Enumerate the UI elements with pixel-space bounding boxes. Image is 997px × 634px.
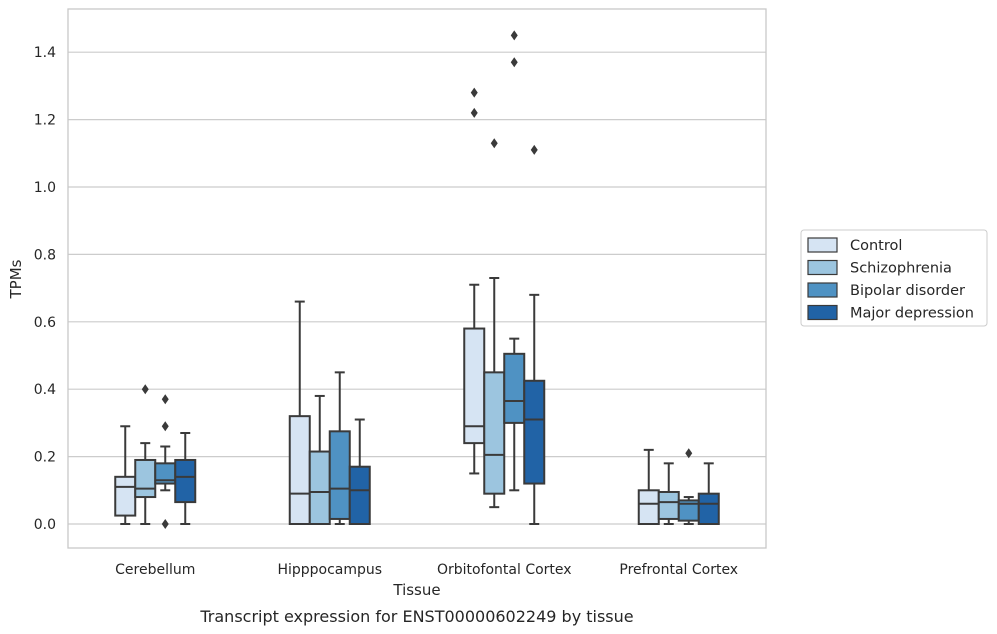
- box-body: [174, 458, 197, 504]
- legend-swatch: [807, 282, 838, 298]
- box-3-2: [677, 448, 700, 525]
- box-3-0: [637, 448, 660, 525]
- box-body: [503, 352, 526, 424]
- box-body: [523, 379, 546, 485]
- y-axis-label: TPMs: [7, 259, 25, 299]
- y-tick-label: 0.8: [34, 247, 56, 263]
- box-2-3: [523, 144, 546, 525]
- y-tick-label: 1.0: [34, 180, 56, 196]
- box-layer: [114, 30, 720, 529]
- legend-swatch: [807, 259, 838, 276]
- x-tick-label: Prefrontal Cortex: [619, 562, 738, 578]
- legend-swatch: [807, 237, 838, 253]
- box-body: [483, 371, 506, 495]
- outlier-point: [490, 138, 498, 149]
- box-body: [637, 489, 660, 525]
- x-tick-label: Orbitofontal Cortex: [437, 562, 572, 578]
- legend-swatch: [807, 304, 838, 321]
- outlier-point: [470, 107, 478, 118]
- x-tick-labels: Cerebellum Hipppocampus Orbitofontal Corte…: [115, 562, 738, 578]
- chart-caption: Transcript expression for ENST0000060224…: [199, 607, 633, 626]
- outlier-point: [510, 57, 518, 68]
- x-tick-label: Cerebellum: [115, 562, 195, 578]
- box-body: [288, 415, 311, 525]
- y-tick-label: 0.4: [34, 382, 56, 398]
- legend-label: Bipolar disorder: [850, 283, 965, 299]
- plot-frame: [67, 8, 767, 549]
- outlier-point: [530, 144, 538, 155]
- legend-box: [800, 229, 988, 327]
- outlier-point: [685, 448, 693, 459]
- box-2-2: [503, 30, 526, 492]
- y-tick-label: 0.6: [34, 315, 56, 331]
- box-body: [308, 450, 331, 526]
- legend-label: Control: [850, 238, 902, 254]
- box-body: [114, 475, 137, 517]
- box-2-1: [483, 138, 506, 509]
- x-axis-label: Tissue: [392, 581, 440, 599]
- outlier-point: [141, 384, 149, 395]
- y-tick-labels: 0.0 0.2 0.4 0.6 0.8 1.0 1.2 1.4: [34, 45, 56, 533]
- box-1-3: [348, 418, 371, 525]
- y-tick-label: 1.2: [34, 113, 56, 129]
- outlier-point: [470, 87, 478, 98]
- box-0-3: [174, 432, 197, 525]
- y-tick-label: 1.4: [34, 45, 56, 61]
- legend-label: Major depression: [850, 306, 974, 322]
- box-3-3: [697, 462, 720, 526]
- y-tick-label: 0.0: [34, 517, 56, 533]
- outlier-point: [161, 394, 169, 405]
- box-body: [134, 458, 157, 499]
- outlier-point: [161, 421, 169, 432]
- box-body: [697, 492, 720, 526]
- legend-entries: Control Schizophrenia Bipolar disorder Majo…: [807, 237, 974, 322]
- legend-label: Schizophrenia: [850, 261, 952, 277]
- outlier-point: [510, 30, 518, 41]
- x-tick-label: Hipppocampus: [277, 562, 382, 578]
- legend: Control Schizophrenia Bipolar disorder Majo…: [800, 229, 988, 327]
- box-body: [348, 465, 371, 525]
- box-body: [328, 430, 351, 520]
- box-0-2: [154, 394, 177, 529]
- box-0-0: [114, 425, 137, 525]
- y-tick-label: 0.2: [34, 450, 56, 466]
- box-body: [657, 490, 680, 520]
- outlier-point: [161, 519, 169, 529]
